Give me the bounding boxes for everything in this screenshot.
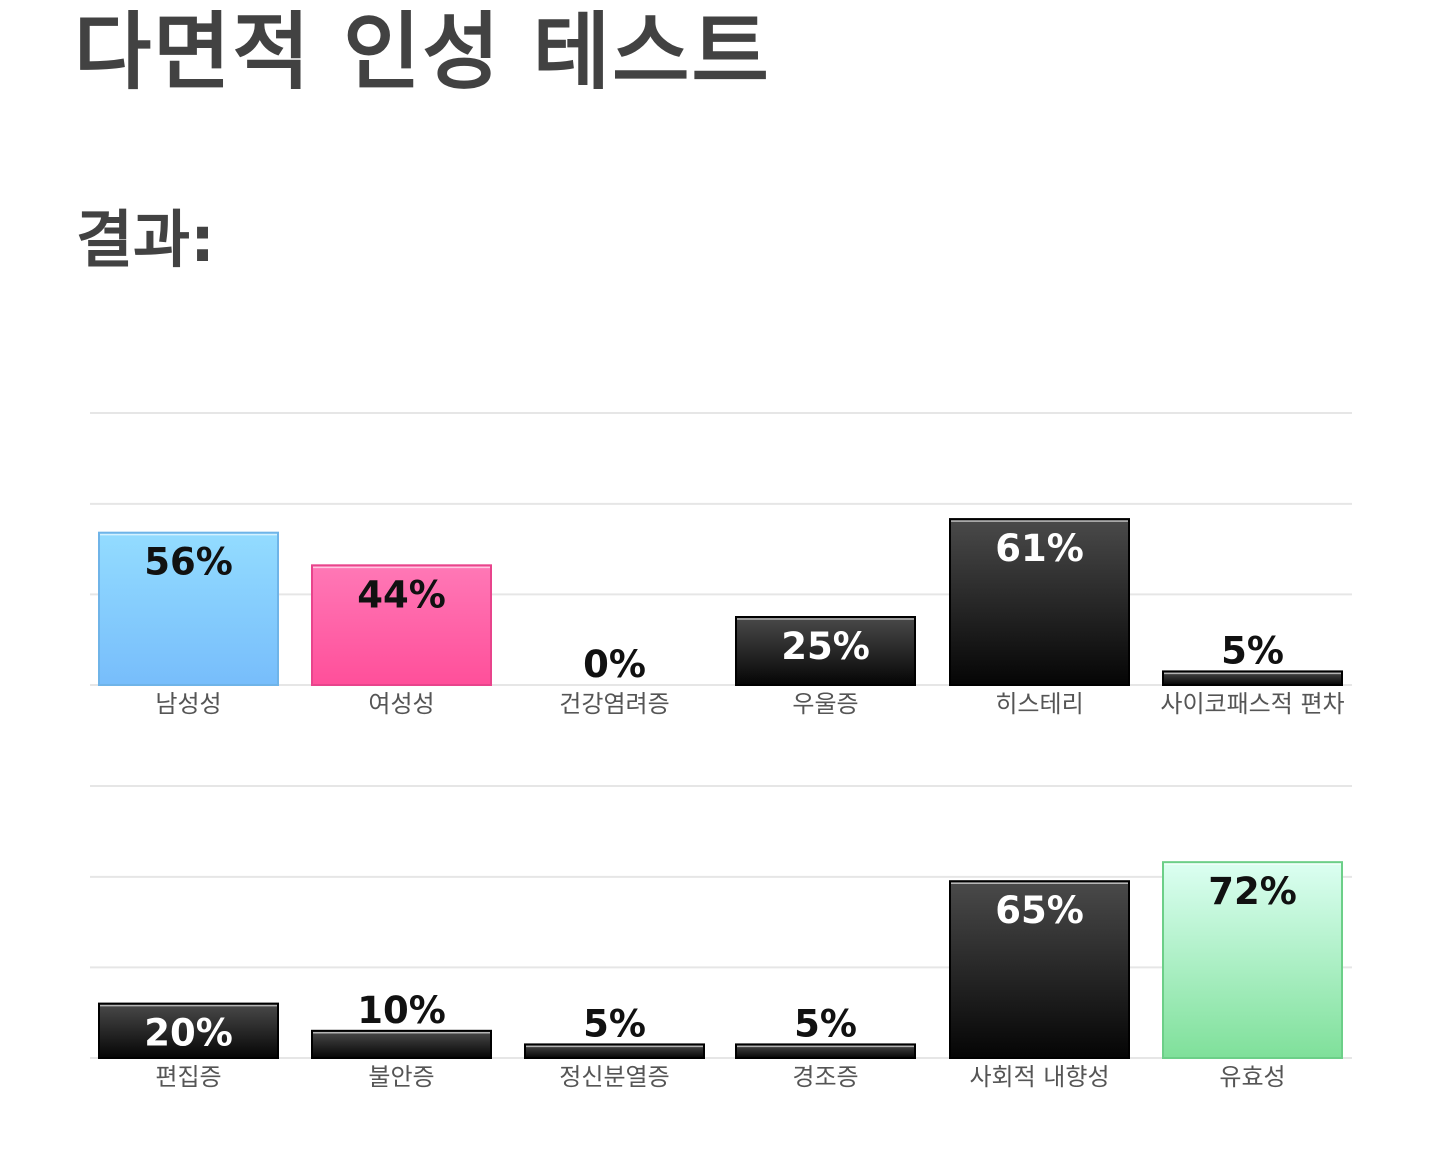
bar-4	[735, 1043, 916, 1059]
category-label: 사회적 내향성	[969, 1063, 1109, 1091]
value-label: 72%	[1208, 870, 1297, 913]
value-label: 61%	[995, 527, 1084, 570]
value-label: 44%	[357, 573, 446, 616]
bar-3	[524, 1043, 705, 1059]
value-label: 65%	[995, 889, 1084, 932]
value-label: 5%	[583, 1002, 646, 1045]
category-label: 히스테리	[995, 690, 1083, 718]
bar-4	[735, 616, 916, 686]
value-label: 5%	[1221, 629, 1284, 672]
bar-1	[98, 1002, 279, 1060]
category-label: 정신분열증	[559, 1063, 669, 1091]
value-label: 56%	[144, 541, 233, 584]
category-label: 건강염려증	[559, 690, 669, 718]
bar-2	[311, 1029, 492, 1059]
category-label: 경조증	[792, 1063, 858, 1091]
bar-chart-top: 56% 남성성 44% 여성성 0% 건강염려증 25% 우울증 61% 히스테리 5% 사이코패스적…	[90, 412, 1352, 718]
category-label: 남성성	[155, 690, 221, 718]
category-label: 여성성	[368, 690, 434, 718]
bar-5	[949, 518, 1130, 686]
category-label: 불안증	[368, 1063, 434, 1091]
bar-2	[311, 564, 492, 687]
category-label: 우울증	[792, 690, 858, 718]
category-label: 유효성	[1219, 1063, 1285, 1091]
bar-5	[949, 880, 1130, 1059]
bar-6	[1162, 861, 1343, 1059]
bar-chart-bottom: 20% 편집증 10% 불안증 5% 정신분열증 5% 경조증 65% 사회적 내향성 72% 유효성	[90, 785, 1352, 1091]
category-label: 사이코패스적 편차	[1160, 690, 1344, 718]
value-label: 20%	[144, 1012, 233, 1055]
result-heading: 결과:	[76, 203, 215, 276]
bar-6	[1162, 670, 1343, 686]
category-label: 편집증	[155, 1063, 221, 1091]
page-title: 다면적 인성 테스트	[74, 3, 771, 101]
value-label: 0%	[583, 643, 646, 686]
bar-1	[98, 531, 279, 686]
value-label: 10%	[357, 989, 446, 1032]
value-label: 25%	[781, 625, 870, 668]
value-label: 5%	[794, 1002, 857, 1045]
